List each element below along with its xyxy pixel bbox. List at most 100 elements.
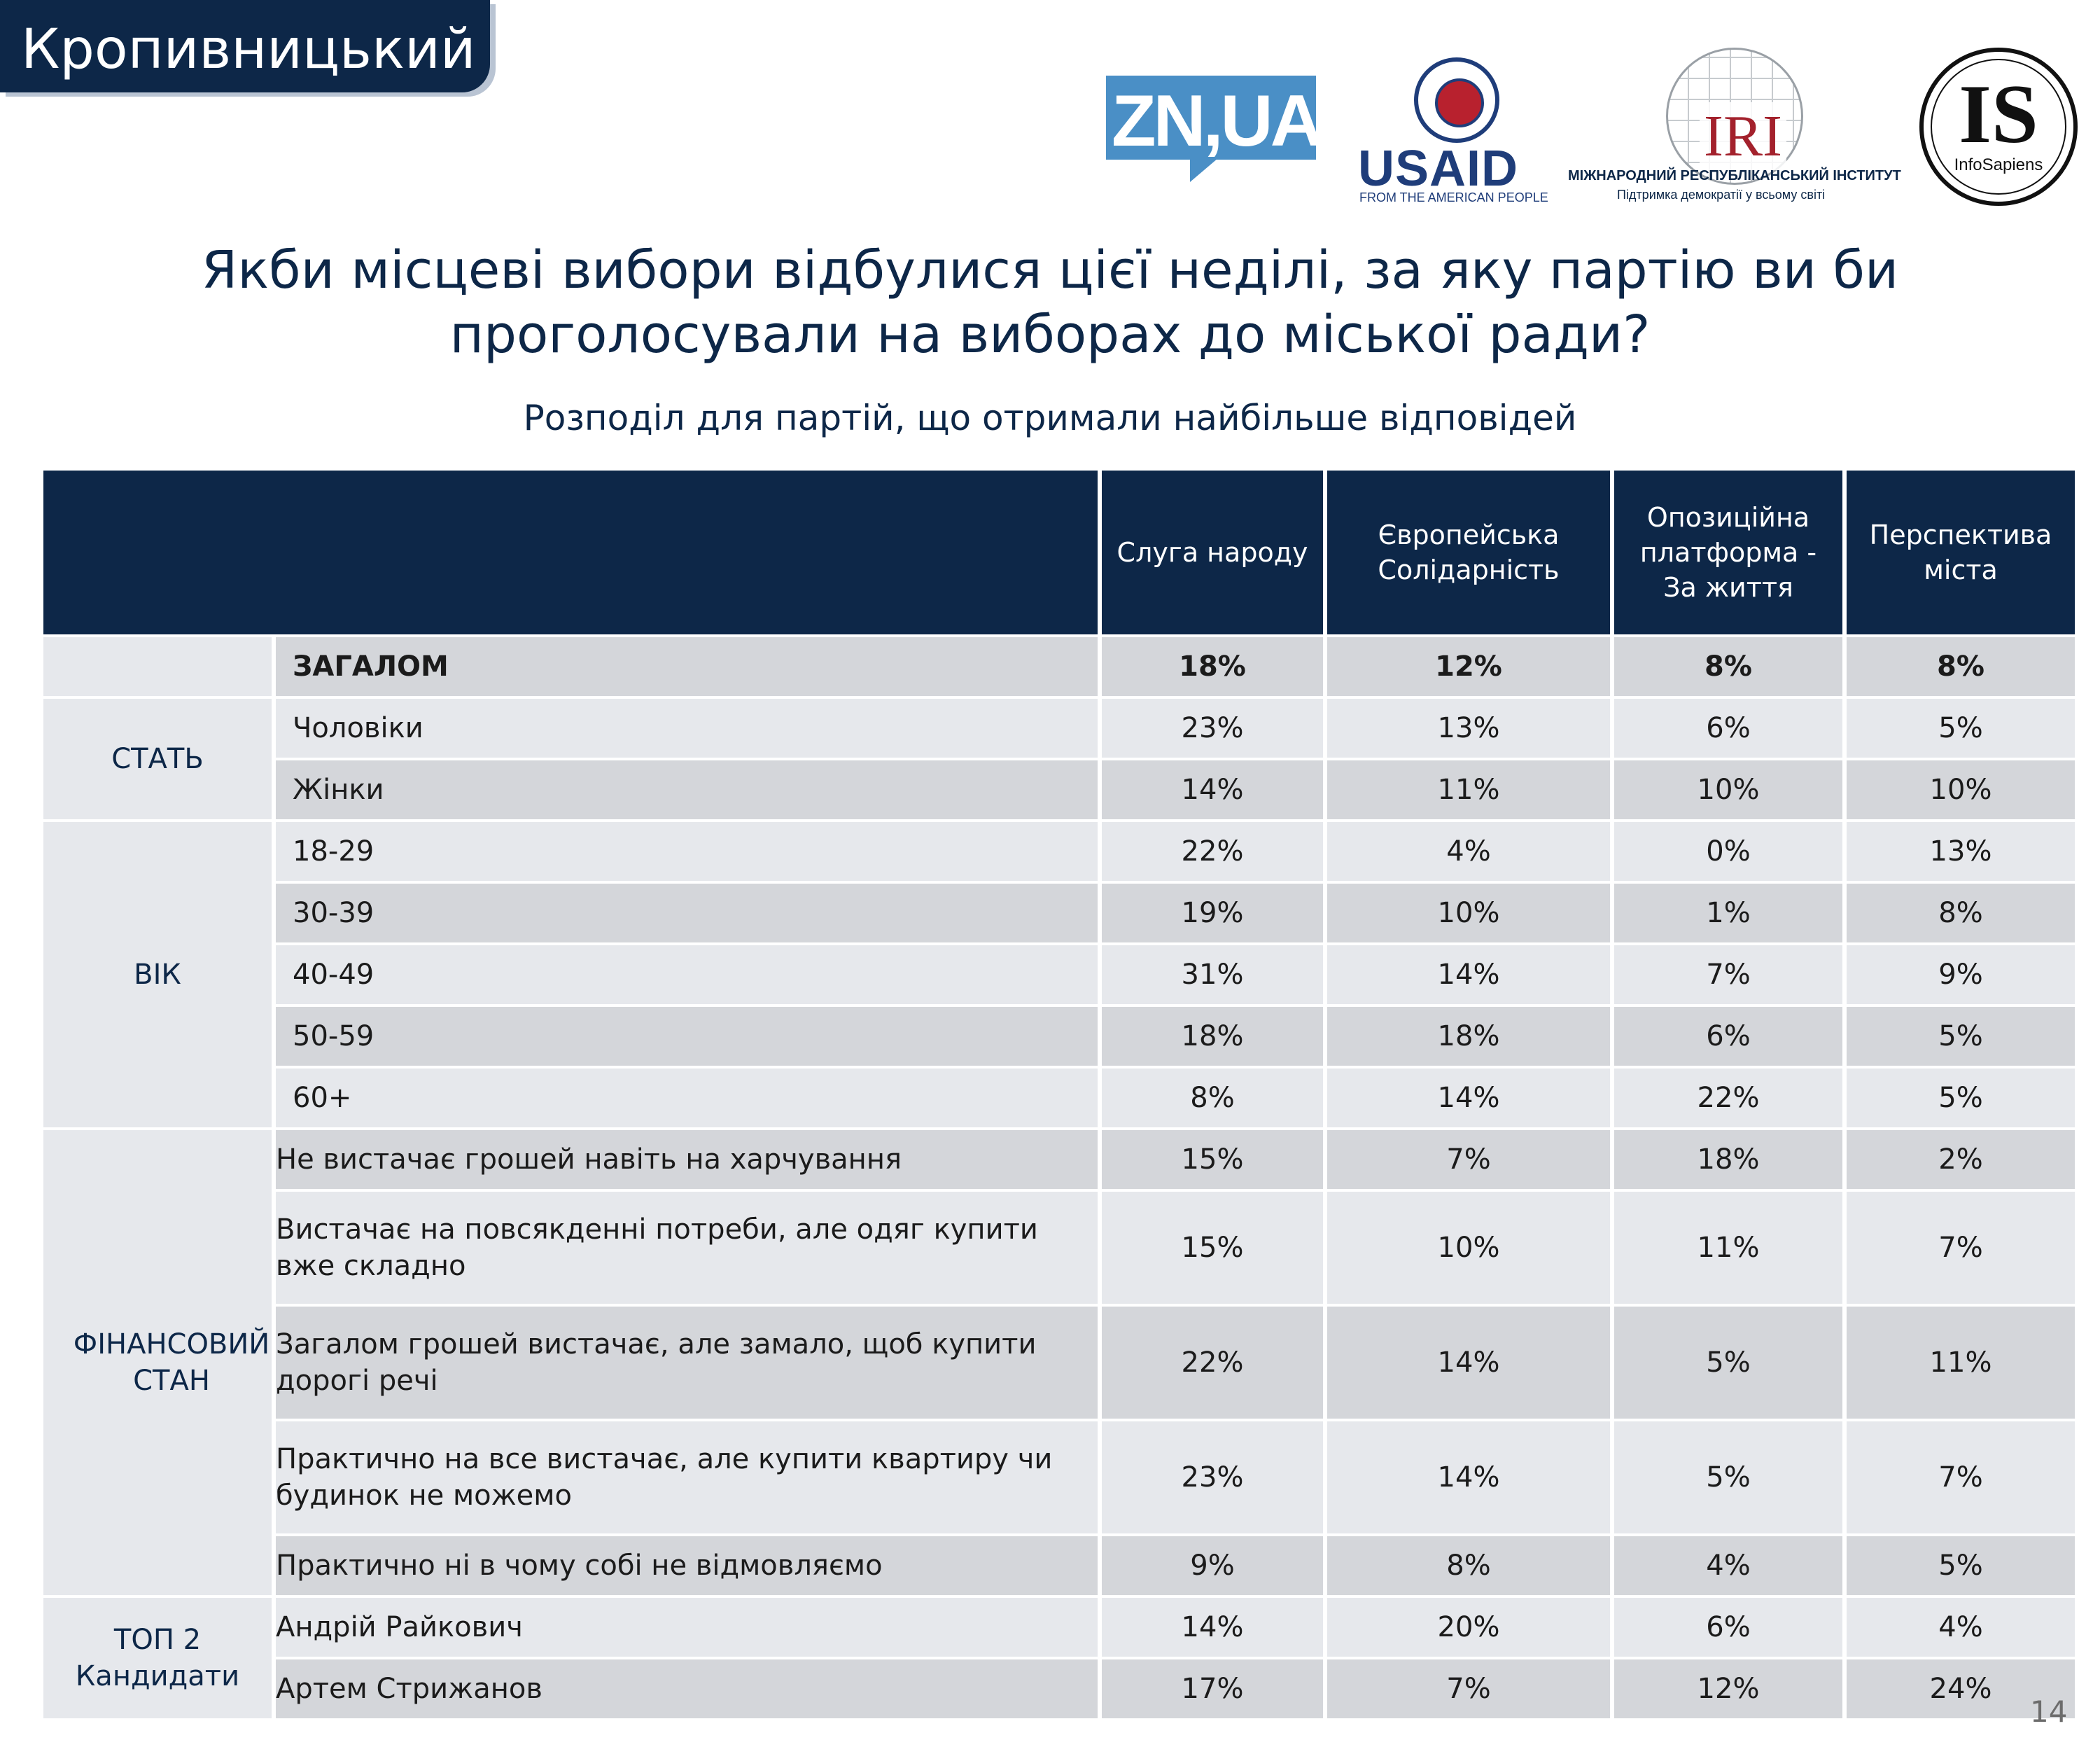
table-cell: 14% — [1102, 1598, 1323, 1657]
table-cell: 5% — [1847, 1069, 2075, 1127]
column-header: Європейська Солідарність — [1327, 471, 1610, 634]
city-tab: Кропивницький — [0, 0, 490, 92]
table-cell: 31% — [1102, 945, 1323, 1004]
usaid-logo-subtitle: FROM THE AMERICAN PEOPLE — [1359, 190, 1548, 204]
usaid-logo-text: USAID — [1358, 141, 1519, 197]
table-cell: 6% — [1614, 1007, 1842, 1066]
results-table: Слуга народу Європейська Солідарність Оп… — [43, 471, 2075, 1718]
table-cell: 14% — [1327, 945, 1610, 1004]
column-header: Опозиційна платформа - За життя — [1614, 471, 1842, 634]
table-cell: 5% — [1614, 1307, 1842, 1419]
iri-logo-text: IRI — [1700, 102, 1786, 170]
table-cell: 15% — [1102, 1130, 1323, 1189]
table-cell: 4% — [1327, 822, 1610, 881]
header-blank-cell — [43, 471, 1098, 634]
page-title-line-2: проголосували на виборах до міської ради… — [449, 305, 1651, 365]
table-cell: 8% — [1847, 637, 2075, 696]
group-cell-overall — [43, 637, 272, 696]
table-cell: 10% — [1847, 760, 2075, 819]
table-cell: 5% — [1847, 1007, 2075, 1066]
table-cell: 18% — [1102, 637, 1323, 696]
table-cell: 5% — [1847, 1536, 2075, 1595]
table-cell: 23% — [1102, 699, 1323, 758]
row-label: Загалом грошей вистачає, але замало, щоб… — [276, 1307, 1098, 1419]
table-cell: 18% — [1102, 1007, 1323, 1066]
table-cell: 12% — [1327, 637, 1610, 696]
table-cell: 11% — [1847, 1307, 2075, 1419]
table-cell: 22% — [1102, 1307, 1323, 1419]
table-cell: 14% — [1327, 1069, 1610, 1127]
table-cell: 11% — [1614, 1192, 1842, 1304]
table-cell: 17% — [1102, 1659, 1323, 1718]
table-cell: 7% — [1327, 1130, 1610, 1189]
table-cell: 1% — [1614, 884, 1842, 942]
table-cell: 7% — [1614, 945, 1842, 1004]
table-cell: 7% — [1847, 1421, 2075, 1533]
table-cell: 23% — [1102, 1421, 1323, 1533]
table-cell: 13% — [1847, 822, 2075, 881]
group-label-top2: ТОП 2 Кандидати — [43, 1598, 272, 1718]
iri-logo-name: МІЖНАРОДНИЙ РЕСПУБЛІКАНСЬКИЙ ІНСТИТУТ — [1568, 168, 1901, 183]
row-label: 18-29 — [276, 822, 1098, 881]
usaid-logo: USAID FROM THE AMERICAN PEOPLE — [1358, 57, 1548, 204]
row-label: ЗАГАЛОМ — [276, 637, 1098, 696]
row-label: Вистачає на повсякденні потреби, але одя… — [276, 1192, 1098, 1304]
table-cell: 10% — [1327, 1192, 1610, 1304]
table-cell: 15% — [1102, 1192, 1323, 1304]
table-cell: 22% — [1614, 1069, 1842, 1127]
table-cell: 10% — [1327, 884, 1610, 942]
column-header: Перспектива міста — [1847, 471, 2075, 634]
zn-ua-logo: ZN,UA — [1106, 76, 1323, 182]
table-cell: 0% — [1614, 822, 1842, 881]
table-cell: 12% — [1614, 1659, 1842, 1718]
group-label-sex: СТАТЬ — [43, 699, 272, 819]
table-cell: 11% — [1327, 760, 1610, 819]
row-label: 30-39 — [276, 884, 1098, 942]
row-label: Чоловіки — [276, 699, 1098, 758]
iri-logo-tagline: Підтримка демократії у всьому світі — [1617, 188, 1826, 202]
table-cell: 8% — [1327, 1536, 1610, 1595]
table-cell: 10% — [1614, 760, 1842, 819]
usaid-seal-icon — [1414, 57, 1499, 143]
row-label: 40-49 — [276, 945, 1098, 1004]
table-cell: 18% — [1614, 1130, 1842, 1189]
zn-ua-logo-text: ZN,UA — [1112, 81, 1323, 162]
row-label: 60+ — [276, 1069, 1098, 1127]
table-cell: 6% — [1614, 1598, 1842, 1657]
page-title: Якби місцеві вибори відбулися цієї неділ… — [0, 238, 2100, 367]
table-cell: 22% — [1102, 822, 1323, 881]
row-label: Жінки — [276, 760, 1098, 819]
infosapiens-logo-letters: IS — [1959, 67, 2038, 160]
table-cell: 7% — [1327, 1659, 1610, 1718]
row-label: Андрій Райкович — [276, 1598, 1098, 1657]
column-header: Слуга народу — [1102, 471, 1323, 634]
row-label: Артем Стрижанов — [276, 1659, 1098, 1718]
infosapiens-logo: IS InfoSapiens — [1919, 48, 2078, 206]
table-cell: 14% — [1102, 760, 1323, 819]
table-cell: 18% — [1327, 1007, 1610, 1066]
table-cell: 4% — [1847, 1598, 2075, 1657]
table-cell: 14% — [1327, 1421, 1610, 1533]
table-cell: 5% — [1847, 699, 2075, 758]
table-cell: 2% — [1847, 1130, 2075, 1189]
table-cell: 9% — [1102, 1536, 1323, 1595]
table-cell: 8% — [1102, 1069, 1323, 1127]
table-cell: 19% — [1102, 884, 1323, 942]
page-title-line-1: Якби місцеві вибори відбулися цієї неділ… — [201, 240, 1899, 300]
row-label: 50-59 — [276, 1007, 1098, 1066]
table-cell: 8% — [1614, 637, 1842, 696]
row-label: Практично ні в чому собі не відмовляємо — [276, 1536, 1098, 1595]
group-label-finance: ФІНАНСОВИЙ СТАН — [43, 1130, 272, 1595]
table-cell: 13% — [1327, 699, 1610, 758]
zn-ua-logo-box: ZN,UA — [1106, 76, 1323, 162]
table-cell: 8% — [1847, 884, 2075, 942]
iri-logo: IRI МІЖНАРОДНИЙ РЕСПУБЛІКАНСЬКИЙ ІНСТИТУ… — [1568, 48, 1901, 209]
table-cell: 24% — [1847, 1659, 2075, 1718]
infosapiens-logo-text: InfoSapiens — [1954, 155, 2043, 174]
row-label: Не вистачає грошей навіть на харчування — [276, 1130, 1098, 1189]
table-cell: 4% — [1614, 1536, 1842, 1595]
table-cell: 9% — [1847, 945, 2075, 1004]
row-label: Практично на все вистачає, але купити кв… — [276, 1421, 1098, 1533]
group-label-age: ВІК — [43, 822, 272, 1127]
zn-ua-logo-tail — [1190, 158, 1218, 182]
